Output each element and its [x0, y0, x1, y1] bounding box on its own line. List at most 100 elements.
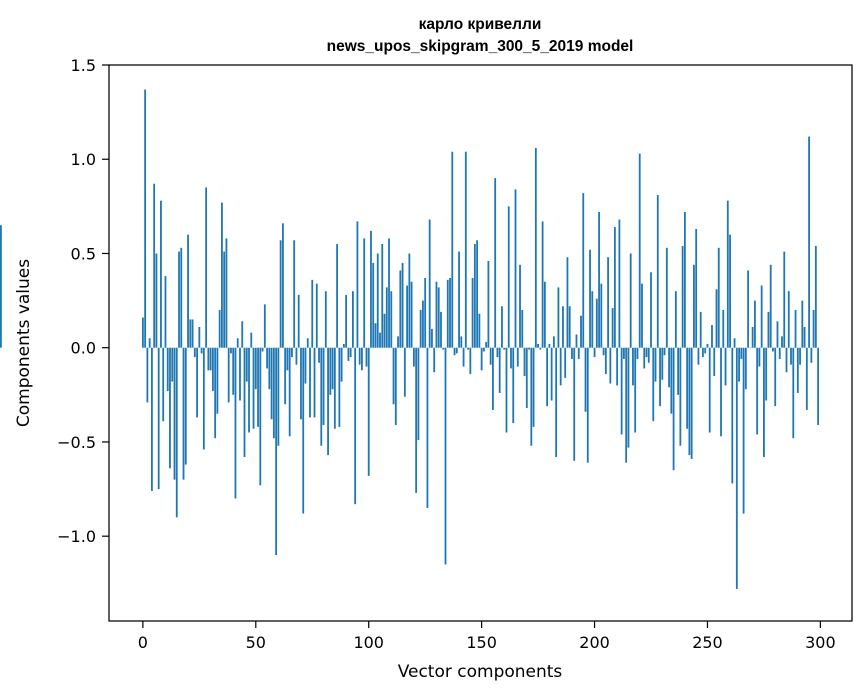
bar — [519, 264, 521, 348]
bar — [706, 343, 709, 348]
bar — [372, 262, 375, 348]
bar — [810, 347, 813, 363]
bar — [521, 310, 524, 348]
bar — [805, 347, 808, 410]
bar — [417, 347, 420, 441]
y-tick-label: −1.0 — [57, 527, 96, 546]
bar — [205, 187, 208, 348]
bar — [455, 347, 458, 354]
bar — [532, 347, 535, 427]
bar — [496, 347, 499, 358]
bar — [478, 313, 481, 348]
bar — [763, 347, 765, 458]
bar — [361, 347, 363, 371]
bar — [331, 347, 334, 390]
bar — [424, 277, 427, 348]
bar — [399, 270, 402, 348]
bar — [514, 189, 517, 348]
bar — [505, 347, 508, 433]
bar — [550, 347, 553, 401]
bar — [760, 285, 763, 348]
bar — [735, 347, 738, 589]
bar — [482, 347, 485, 352]
bar — [713, 347, 716, 376]
bar — [157, 347, 160, 490]
bar — [776, 321, 779, 348]
chart-title: карло кривелли — [419, 16, 542, 33]
x-tick-label: 250 — [692, 633, 723, 652]
bar — [241, 321, 244, 348]
bar — [586, 347, 589, 463]
bar — [243, 347, 246, 458]
bar — [297, 294, 300, 348]
bar — [738, 347, 740, 382]
bar — [785, 347, 788, 373]
bar — [645, 347, 648, 358]
bar — [250, 332, 253, 348]
bar — [403, 347, 406, 397]
bar — [363, 238, 366, 348]
bar — [198, 326, 201, 348]
bar — [320, 347, 323, 446]
y-axis-ticks: −1.0 −0.5 0.0 0.5 1.0 1.5 — [57, 56, 109, 546]
bar — [458, 251, 460, 348]
bar — [354, 347, 357, 505]
bar — [765, 347, 768, 401]
y-axis-label: Components values — [14, 259, 34, 427]
bar — [546, 347, 549, 407]
bar — [281, 223, 284, 348]
bar — [392, 347, 395, 405]
bar — [440, 311, 442, 348]
bar — [223, 251, 226, 348]
bar-series — [0, 89, 820, 589]
bar — [169, 347, 171, 469]
bar — [494, 178, 497, 348]
bar — [239, 347, 241, 401]
bar — [769, 264, 772, 348]
bar — [790, 347, 792, 365]
bar — [248, 347, 250, 433]
bar — [742, 347, 745, 514]
bar — [329, 347, 332, 395]
bar — [311, 279, 314, 348]
bar — [196, 347, 198, 418]
bar — [383, 313, 386, 348]
bar — [449, 277, 451, 348]
x-axis-label: Vector components — [398, 662, 563, 682]
bar — [245, 347, 248, 382]
bar — [164, 276, 167, 348]
x-tick-label: 100 — [353, 633, 384, 652]
bar — [814, 245, 817, 348]
bar — [426, 347, 429, 508]
plot-frame — [108, 64, 853, 622]
bar — [381, 244, 384, 348]
bar — [284, 347, 287, 405]
bar — [620, 347, 623, 435]
bar — [740, 347, 743, 360]
bar — [636, 347, 639, 360]
bar — [722, 310, 725, 348]
bar — [252, 347, 255, 429]
bar — [306, 338, 309, 348]
bar — [286, 347, 289, 371]
bar — [817, 347, 820, 425]
bar — [182, 347, 185, 480]
bar — [367, 347, 370, 476]
bar — [568, 306, 571, 348]
bar — [510, 347, 512, 369]
bar — [266, 347, 268, 369]
bar — [674, 291, 677, 348]
bar — [184, 347, 187, 465]
x-tick-label: 200 — [579, 633, 610, 652]
bar — [180, 247, 183, 348]
bar — [595, 298, 598, 348]
bar — [715, 289, 718, 348]
bar — [534, 147, 537, 348]
bar — [358, 347, 361, 365]
bar — [270, 347, 273, 420]
bar — [672, 347, 675, 471]
bar — [437, 287, 440, 348]
bar — [257, 347, 259, 427]
bar — [464, 151, 467, 348]
bar — [720, 347, 722, 437]
